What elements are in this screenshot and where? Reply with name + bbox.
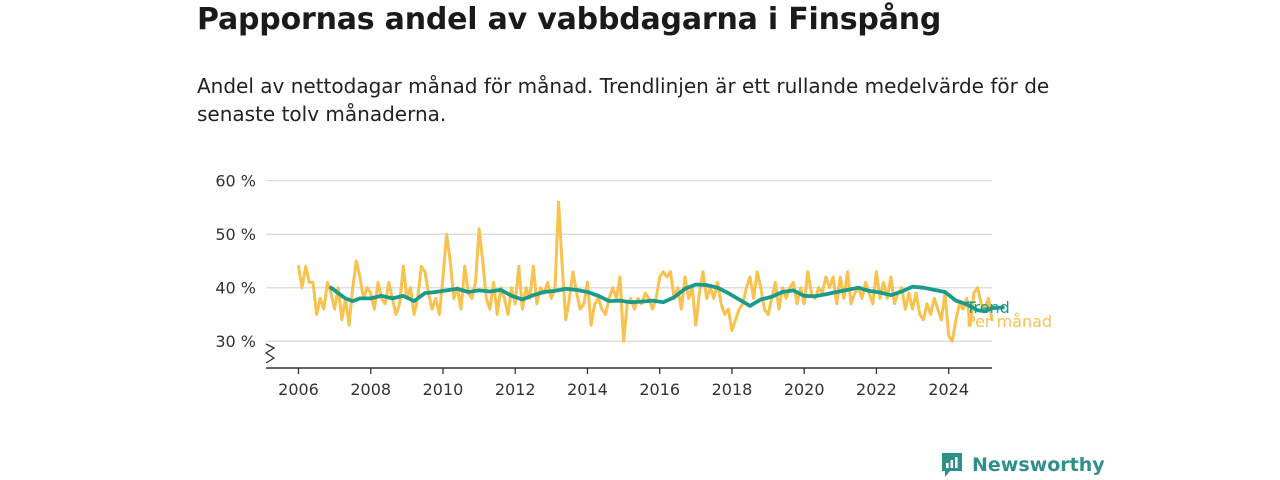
gridlines [266,180,992,342]
series-label-trend: Trend [965,298,1010,317]
x-tick-label: 2010 [423,380,464,399]
x-tick-label: 2008 [350,380,391,399]
chart-title: Pappornas andel av vabbdagarna i Finspån… [197,2,942,37]
y-tick-label: 60 % [215,172,256,191]
series-line-per-manad [297,200,994,343]
newsworthy-logo-icon [942,453,962,477]
axis-break-icon [264,343,276,364]
series-lines [297,200,1005,343]
line-chart: 30 % 40 % 50 % 60 % 2006 2008 2010 2012 2014 201… [215,172,1052,399]
x-tick-label: 2006 [278,380,319,399]
x-tick-label: 2022 [856,380,897,399]
x-tick-label: 2020 [784,380,825,399]
brand-name: Newsworthy [972,454,1105,476]
series-line-trend [329,282,1005,314]
x-tick-label: 2016 [639,380,680,399]
y-axis: 30 % 40 % 50 % 60 % [215,172,256,352]
brand[interactable]: Newsworthy [940,451,1105,479]
x-tick-label: 2024 [928,380,969,399]
x-tick-label: 2012 [495,380,536,399]
y-tick-label: 50 % [215,225,256,244]
x-tick-label: 2018 [712,380,753,399]
y-tick-label: 30 % [215,332,256,351]
series-label-per-manad: Per månad [966,312,1052,331]
x-axis: 2006 2008 2010 2012 2014 2016 2018 2020 2022 2024 [264,343,992,399]
x-tick-label: 2014 [567,380,608,399]
y-tick-label: 40 % [215,279,256,298]
chart-subtitle: Andel av nettodagar månad för månad. Tre… [197,74,1050,126]
